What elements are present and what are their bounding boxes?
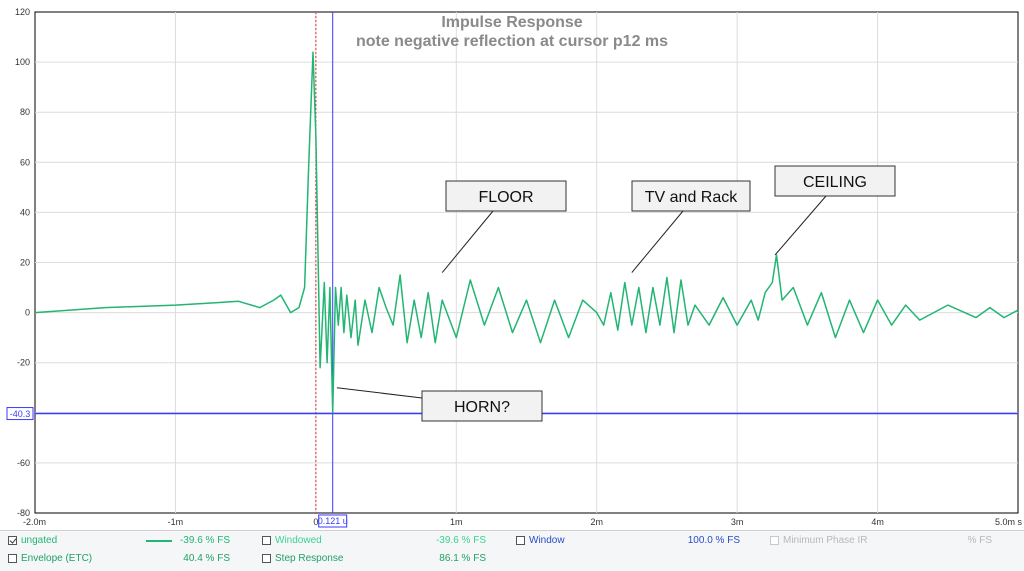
- annotation-box: [421, 390, 543, 422]
- ungated-line-swatch: [146, 540, 172, 542]
- y-tick-label: 20: [20, 258, 30, 268]
- legend-windowed[interactable]: Windowed: [262, 535, 322, 546]
- annotation-box: [445, 180, 567, 212]
- min-phase-checkbox: [770, 536, 779, 545]
- horizontal-cursor-label-box: [6, 407, 34, 421]
- annotation-box: [774, 165, 896, 197]
- x-tick-label: 3m: [731, 517, 744, 527]
- legend-window-label: Window: [529, 535, 565, 546]
- chart-title: Impulse Response: [441, 14, 582, 31]
- series-line-ungated: [34, 51, 1019, 414]
- legend-min-phase-label: Minimum Phase IR: [783, 535, 868, 546]
- y-tick-label: 40: [20, 207, 30, 217]
- annotation-label: TV and Rack: [645, 189, 738, 206]
- x-tick-label: 0: [313, 517, 318, 527]
- x-tick-label: 2m: [590, 517, 603, 527]
- annotation-label: HORN?: [454, 399, 510, 416]
- impulse-response-chart[interactable]: -80-60-40-20020406080100120-2.0m-1m01m2m…: [0, 0, 1024, 530]
- ungated-checkbox[interactable]: [8, 536, 17, 545]
- legend-ungated-label: ungated: [21, 535, 58, 546]
- y-tick-label: 0: [25, 308, 30, 318]
- legend-ungated-value: -39.6 % FS: [179, 535, 230, 546]
- legend-step[interactable]: Step Response: [262, 553, 343, 564]
- x-tick-label: 5.0m s: [995, 517, 1023, 527]
- legend-ungated[interactable]: ungated: [8, 535, 57, 546]
- envelope-checkbox[interactable]: [8, 554, 17, 563]
- vertical-cursor-label-box: [318, 514, 348, 528]
- legend-envelope-value: 40.4 % FS: [183, 553, 230, 564]
- annotation-leader-line: [774, 195, 827, 256]
- vertical-cursor-label: 0.121 u: [318, 516, 348, 526]
- annotation-leader-line: [336, 387, 423, 399]
- series-layer: [34, 51, 1019, 414]
- annotation-box: [631, 180, 751, 212]
- legend-min-phase-value: % FS: [967, 535, 992, 546]
- legend-step-label: Step Response: [275, 553, 344, 564]
- legend-envelope-label: Envelope (ETC): [21, 553, 93, 564]
- y-tick-label: -80: [17, 508, 30, 518]
- chart-subtitle: note negative reflection at cursor p12 m…: [356, 33, 668, 50]
- annotation-label: FLOOR: [478, 189, 533, 206]
- x-tick-label: -1m: [168, 517, 184, 527]
- annotation-leader-line: [631, 210, 684, 273]
- step-checkbox[interactable]: [262, 554, 271, 563]
- y-tick-label: 100: [15, 57, 30, 67]
- legend-window[interactable]: Window: [516, 535, 565, 546]
- annotation-label: CEILING: [803, 174, 867, 191]
- legend-windowed-value: -39.6 % FS: [435, 535, 486, 546]
- windowed-checkbox[interactable]: [262, 536, 271, 545]
- x-tick-label: 1m: [450, 517, 463, 527]
- legend-windowed-label: Windowed: [275, 535, 322, 546]
- legend-min-phase: Minimum Phase IR: [770, 535, 867, 546]
- annotations: FLOOR TV and Rack CEILING HORN?: [336, 165, 896, 422]
- legend-panel: ungated -39.6 % FS Windowed -39.6 % FS W…: [0, 530, 1024, 571]
- annotation-leader-line: [441, 210, 494, 273]
- y-tick-label: 60: [20, 157, 30, 167]
- y-tick-label: -20: [17, 358, 30, 368]
- y-tick-label: -60: [17, 458, 30, 468]
- x-tick-label: 4m: [871, 517, 884, 527]
- legend-step-value: 86.1 % FS: [439, 553, 486, 564]
- horizontal-cursor-label: -40.3: [10, 409, 31, 419]
- window-checkbox[interactable]: [516, 536, 525, 545]
- x-tick-label: -2.0m: [23, 517, 46, 527]
- ungated-swatch: [146, 540, 178, 542]
- y-tick-label: 120: [15, 7, 30, 17]
- grid-lines: [35, 12, 1018, 513]
- y-tick-label: 80: [20, 107, 30, 117]
- legend-envelope[interactable]: Envelope (ETC): [8, 553, 92, 564]
- legend-window-value: 100.0 % FS: [687, 535, 740, 546]
